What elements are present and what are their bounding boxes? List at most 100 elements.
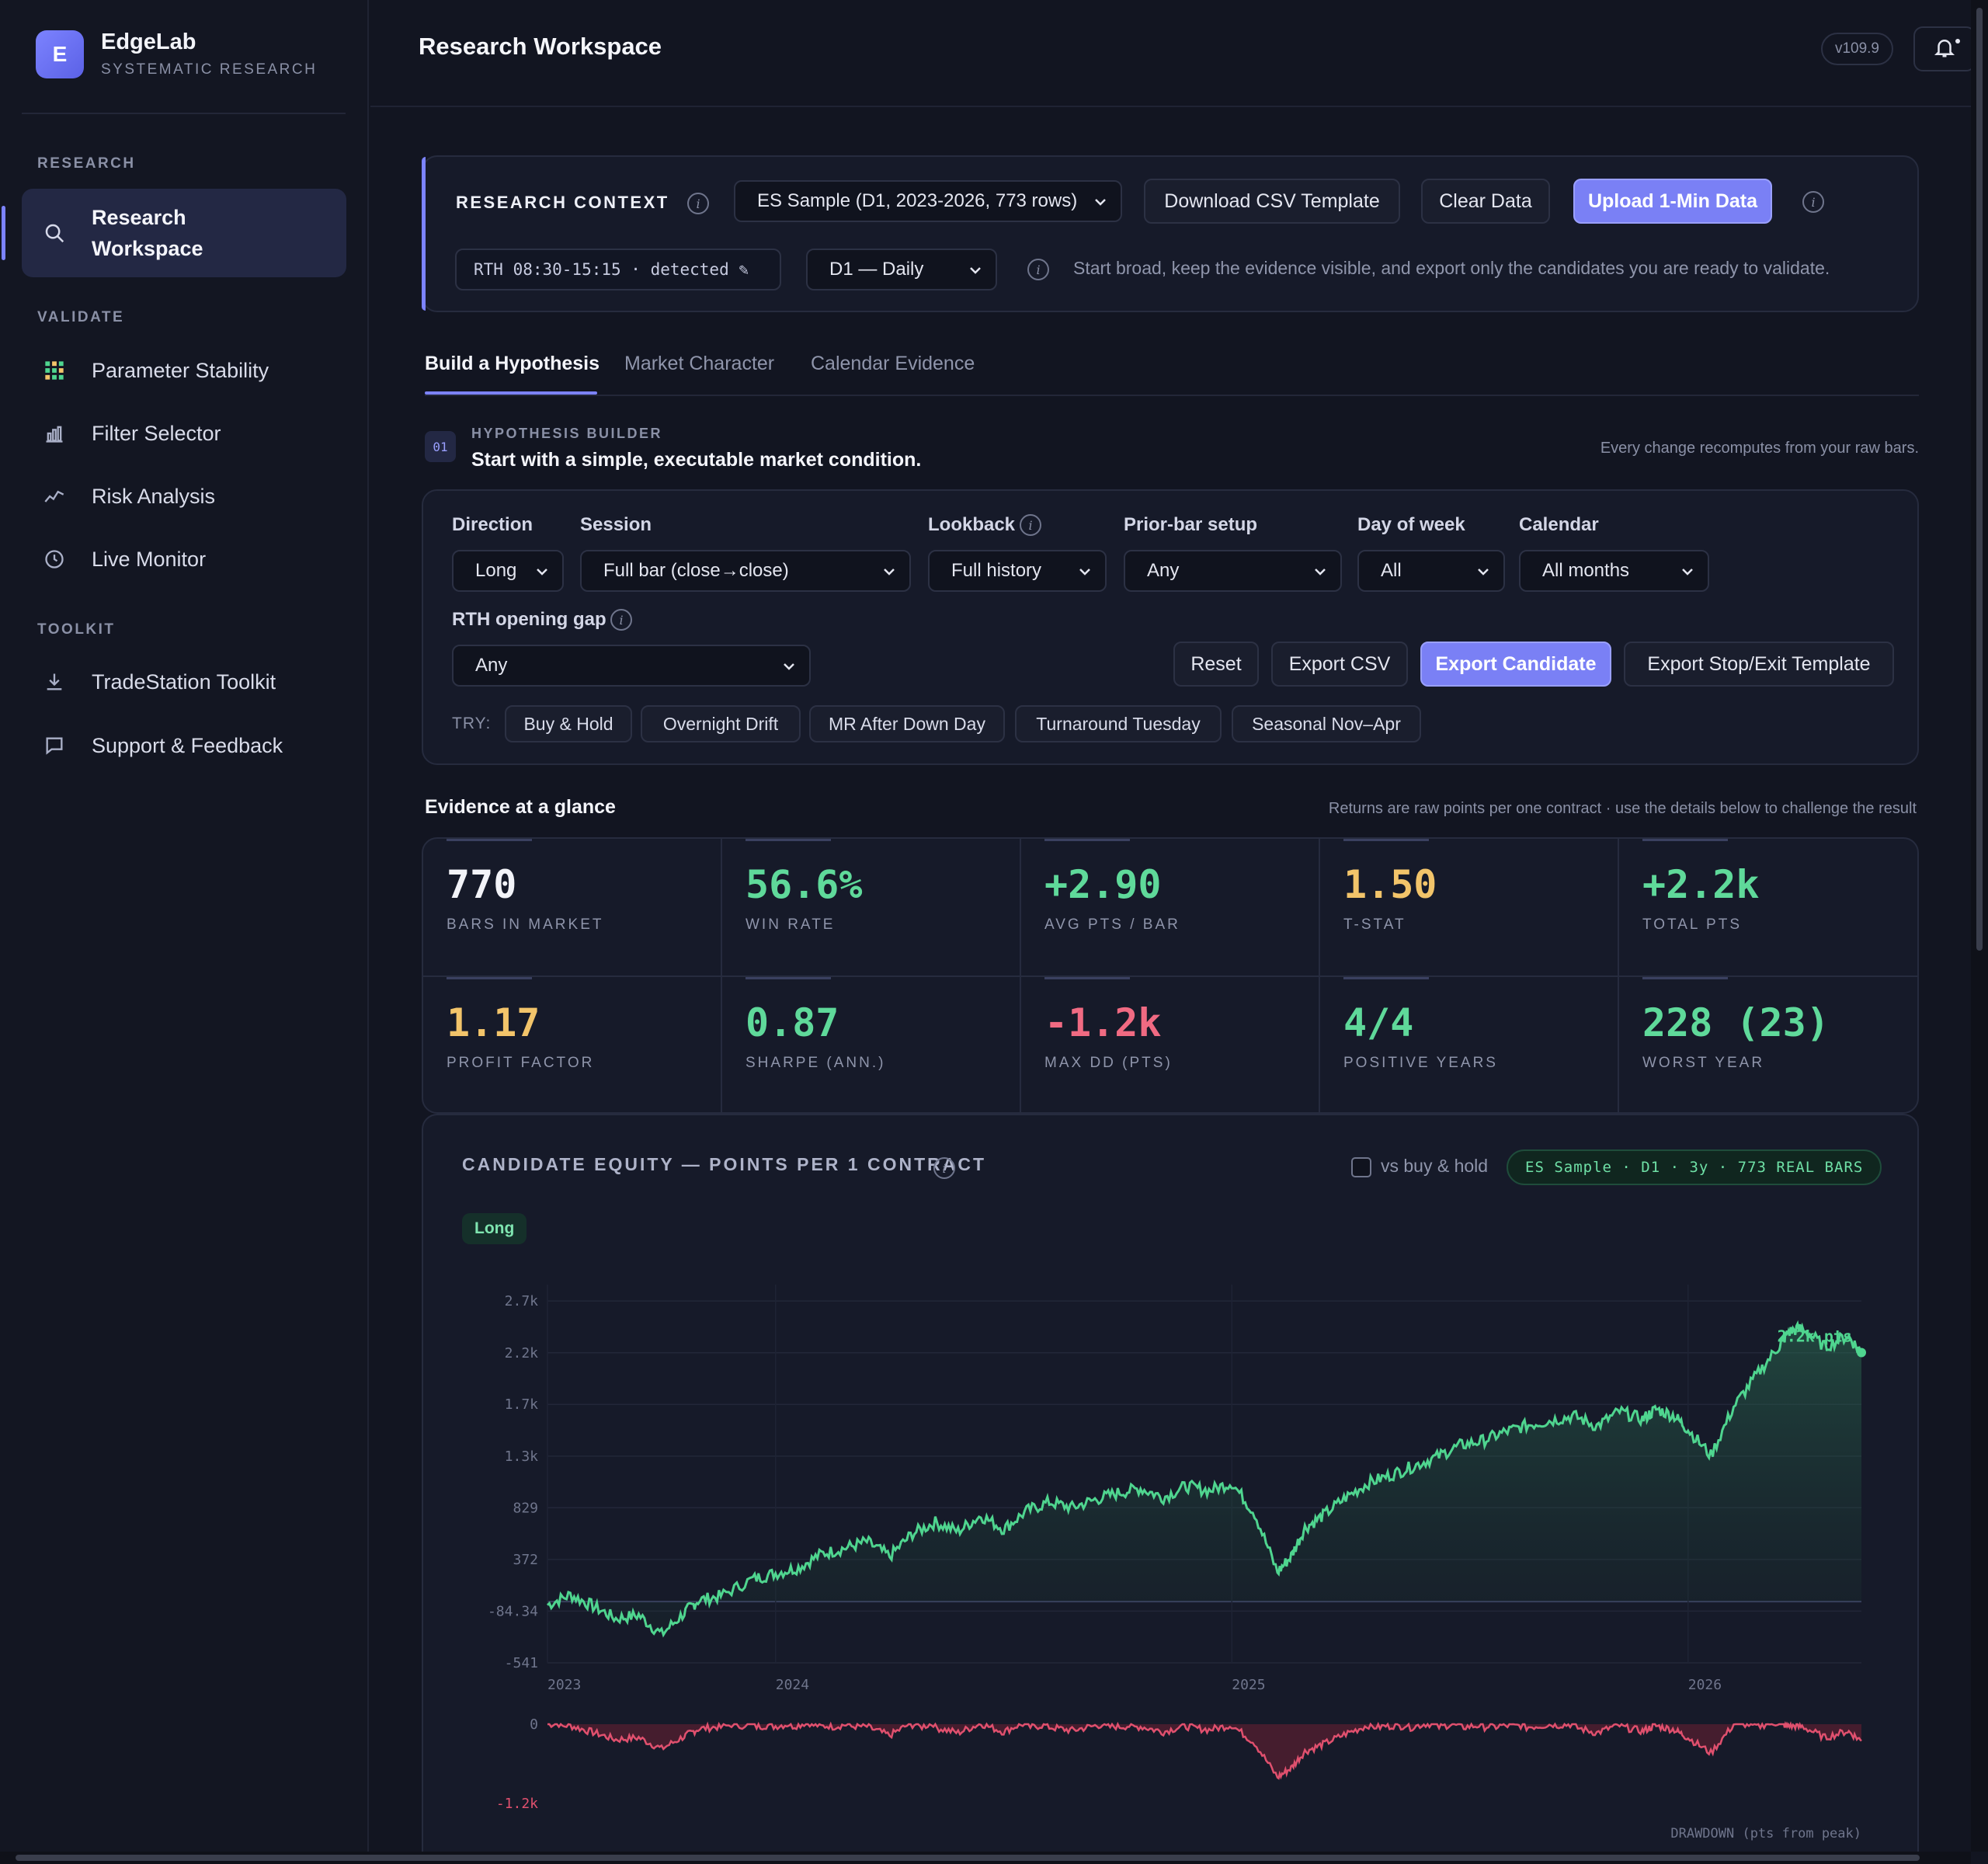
section-label-research: RESEARCH xyxy=(37,155,136,172)
download-csv-template-button[interactable]: Download CSV Template xyxy=(1144,179,1400,224)
sidebar-item-filter-selector[interactable]: Filter Selector xyxy=(22,406,346,461)
preset-mr-after-down-day[interactable]: MR After Down Day xyxy=(809,705,1005,742)
tab-market-character[interactable]: Market Character xyxy=(624,353,775,374)
sidebar-item-risk-analysis[interactable]: Risk Analysis xyxy=(22,469,346,523)
tab-build-hypothesis[interactable]: Build a Hypothesis xyxy=(425,353,600,374)
step-badge: 01 xyxy=(425,431,456,462)
export-candidate-button[interactable]: Export Candidate xyxy=(1420,642,1611,687)
grid-icon xyxy=(40,356,68,384)
research-context-title: RESEARCH CONTEXT xyxy=(456,193,669,212)
vertical-scrollbar[interactable] xyxy=(1971,0,1988,1852)
chevron-down-icon xyxy=(1076,562,1094,586)
preset-seasonal-nov-apr[interactable]: Seasonal Nov–Apr xyxy=(1232,705,1421,742)
chevron-down-icon xyxy=(966,261,985,285)
info-icon[interactable]: i xyxy=(610,609,632,631)
timeframe-select[interactable]: D1 — Daily xyxy=(806,249,997,290)
metric-total-pts: +2.2k TOTAL PTS xyxy=(1619,839,1917,975)
export-csv-button[interactable]: Export CSV xyxy=(1271,642,1408,687)
chevron-down-icon xyxy=(780,657,798,681)
metric-max-dd: -1.2k MAX DD (PTS) xyxy=(1021,975,1320,1112)
metric-label: T-STAT xyxy=(1343,916,1406,933)
info-icon[interactable]: i xyxy=(1020,514,1041,536)
brand[interactable]: E EdgeLab SYSTEMATIC RESEARCH xyxy=(36,30,317,78)
info-icon[interactable]: i xyxy=(1802,191,1824,213)
lookback-select[interactable]: Full history xyxy=(928,550,1107,592)
rth-gap-select[interactable]: Any xyxy=(452,645,811,687)
preset-overnight-drift[interactable]: Overnight Drift xyxy=(641,705,801,742)
metric-label: WORST YEAR xyxy=(1642,1055,1765,1071)
equity-end-label: 2.2k pts xyxy=(1778,1327,1852,1345)
tab-calendar-evidence[interactable]: Calendar Evidence xyxy=(811,353,975,374)
session-value: Full bar (close→close) xyxy=(603,560,789,581)
chevron-down-icon xyxy=(1474,562,1493,586)
info-icon[interactable]: i xyxy=(933,1157,955,1179)
calendar-select[interactable]: All months xyxy=(1519,550,1709,592)
metric-label: POSITIVE YEARS xyxy=(1343,1055,1498,1071)
chevron-down-icon xyxy=(880,562,898,586)
rth-gap-value: Any xyxy=(475,655,508,676)
workspace-tabs: Build a Hypothesis Market Character Cale… xyxy=(425,348,1919,396)
horizontal-scrollbar[interactable] xyxy=(0,1852,1971,1864)
prior-bar-label: Prior-bar setup xyxy=(1124,514,1258,535)
drawdown-tick-label: -1.2k xyxy=(496,1796,538,1812)
metric-win-rate: 56.6% WIN RATE xyxy=(722,839,1021,975)
metric-label: WIN RATE xyxy=(746,916,836,933)
day-of-week-select[interactable]: All xyxy=(1357,550,1505,592)
search-icon xyxy=(40,219,68,247)
notifications-button[interactable] xyxy=(1913,26,1976,71)
x-tick-label: 2025 xyxy=(1232,1677,1265,1693)
clock-icon xyxy=(40,545,68,573)
y-tick-label: -84.34 xyxy=(488,1603,538,1619)
equity-chart: 2.7k 2.2k 1.7k 1.3k 829 372 -84.34 -541 2023 2024… xyxy=(488,1285,1866,1841)
calendar-label: Calendar xyxy=(1519,514,1599,535)
metric-label: AVG PTS / BAR xyxy=(1044,916,1180,933)
direction-select[interactable]: Long xyxy=(452,550,564,592)
trend-line-icon xyxy=(40,482,68,510)
sidebar-item-live-monitor[interactable]: Live Monitor xyxy=(22,532,346,586)
info-icon[interactable]: i xyxy=(1027,259,1049,280)
sidebar-item-support-feedback[interactable]: Support & Feedback xyxy=(22,718,346,773)
sidebar-item-research-workspace[interactable]: Research Workspace xyxy=(2,189,346,277)
equity-area xyxy=(547,1323,1861,1635)
chevron-down-icon xyxy=(1678,562,1697,586)
vs-buy-hold-checkbox[interactable] xyxy=(1351,1157,1371,1177)
sidebar-item-tradestation-toolkit[interactable]: TradeStation Toolkit xyxy=(22,655,346,709)
preset-buy-hold[interactable]: Buy & Hold xyxy=(505,705,632,742)
drawdown-line xyxy=(547,1720,1862,1780)
prior-bar-select[interactable]: Any xyxy=(1124,550,1342,592)
research-context-panel: RESEARCH CONTEXT i ES Sample (D1, 2023-2… xyxy=(422,155,1919,312)
hypothesis-note: Every change recomputes from your raw ba… xyxy=(1600,440,1919,457)
section-label-validate: VALIDATE xyxy=(37,309,125,325)
metric-label: TOTAL PTS xyxy=(1642,916,1743,933)
export-stop-exit-template-button[interactable]: Export Stop/Exit Template xyxy=(1624,642,1894,687)
download-icon xyxy=(40,668,68,696)
preset-turnaround-tuesday[interactable]: Turnaround Tuesday xyxy=(1015,705,1222,742)
drawdown-tick-label: 0 xyxy=(530,1716,538,1733)
metric-value: 770 xyxy=(447,862,517,907)
metric-avg-pts-bar: +2.90 AVG PTS / BAR xyxy=(1021,839,1320,975)
clear-data-button[interactable]: Clear Data xyxy=(1421,179,1550,224)
y-tick-label: -541 xyxy=(505,1655,538,1671)
evidence-metrics-grid: 770 BARS IN MARKET 56.6% WIN RATE +2.90 AVG… xyxy=(422,837,1919,1114)
vs-buy-hold-label: vs buy & hold xyxy=(1381,1156,1489,1176)
info-icon[interactable]: i xyxy=(687,193,709,214)
sidebar-item-parameter-stability[interactable]: Parameter Stability xyxy=(22,343,346,398)
try-label: TRY: xyxy=(452,715,492,732)
metric-label: SHARPE (ANN.) xyxy=(746,1055,886,1071)
lookback-label: Lookback xyxy=(928,514,1016,535)
dataset-select[interactable]: ES Sample (D1, 2023-2026, 773 rows) xyxy=(734,180,1122,222)
direction-label: Direction xyxy=(452,514,533,535)
y-tick-label: 829 xyxy=(513,1500,538,1516)
upload-1min-data-button[interactable]: Upload 1-Min Data xyxy=(1573,179,1772,224)
sidebar-item-label: Parameter Stability xyxy=(92,358,269,382)
day-of-week-label: Day of week xyxy=(1357,514,1465,535)
chevron-down-icon xyxy=(533,562,551,586)
hypothesis-title: Start with a simple, executable market c… xyxy=(471,449,922,471)
metric-value: 56.6% xyxy=(746,862,863,907)
direction-pill: Long xyxy=(462,1213,527,1244)
sidebar: E EdgeLab SYSTEMATIC RESEARCH RESEARCH R… xyxy=(0,0,369,1852)
context-hint: Start broad, keep the evidence visible, … xyxy=(1073,258,1830,278)
rth-session-chip[interactable]: RTH 08:30-15:15 · detected ✎ xyxy=(455,249,781,290)
reset-button[interactable]: Reset xyxy=(1173,642,1259,687)
session-select[interactable]: Full bar (close→close) xyxy=(580,550,911,592)
